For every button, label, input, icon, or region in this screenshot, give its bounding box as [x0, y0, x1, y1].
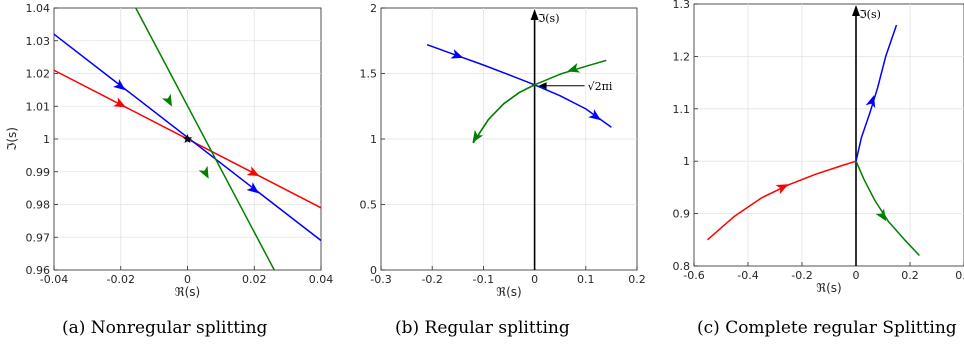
- y-tick-label: 1: [683, 155, 690, 168]
- y-tick-label: 1.3: [673, 0, 691, 11]
- x-tick-label: 0: [184, 273, 191, 286]
- x-tick-label: 0.2: [901, 269, 919, 282]
- y-tick-label: 1.01: [26, 100, 51, 113]
- y-tick-label: 0.97: [26, 231, 51, 244]
- y-tick-label: 0.5: [360, 199, 378, 212]
- annotation-label: √2πi: [588, 80, 613, 93]
- direction-arrowhead: [112, 78, 126, 91]
- x-axis-label: ℜ(s): [175, 285, 200, 299]
- direction-arrowhead: [472, 129, 484, 143]
- subplot-c: -0.6 -0.4 -0.2 0 0.2 0.4 0.8 0.9 1 1.1 1.2 1.3 ℜ(s) ℑ…: [673, 0, 964, 295]
- subplot-a: -0.04 -0.02 0 0.02 0.04 0.96 0.97 0.98 0.99 1 1.01…: [5, 2, 334, 299]
- direction-arrowhead: [775, 184, 789, 194]
- y-tick-label: 0.99: [26, 166, 51, 179]
- y-tick-label: 0.98: [26, 199, 51, 212]
- x-tick-label: -0.02: [107, 273, 135, 286]
- imaginary-axis-label: ℑ(s): [859, 8, 881, 21]
- x-tick-label: -0.6: [683, 269, 704, 282]
- x-tick-label: -0.1: [473, 273, 494, 286]
- x-tick-label: -0.2: [791, 269, 812, 282]
- caption-c: (c) Complete regular Splitting: [697, 318, 957, 338]
- y-tick-label: 0.8: [673, 260, 691, 273]
- x-tick-label: 0.4: [955, 269, 964, 282]
- y-tick-label: 1.02: [26, 68, 51, 81]
- y-axis-label: ℑ(s): [5, 127, 19, 151]
- caption-b: (b) Regular splitting: [395, 318, 570, 338]
- direction-arrowhead: [198, 165, 209, 179]
- y-tick-label: 1.04: [26, 2, 51, 15]
- series-line: [855, 160, 920, 257]
- x-tick-label: -0.04: [40, 273, 68, 286]
- series-line: [472, 84, 535, 144]
- y-tick-label: 2: [370, 2, 377, 15]
- x-tick-label: -0.4: [737, 269, 758, 282]
- y-tick-label: 0.96: [26, 264, 51, 277]
- series-line: [707, 160, 857, 241]
- series-line: [135, 7, 275, 271]
- direction-arrowhead: [875, 208, 887, 222]
- x-tick-label: 0.2: [628, 273, 646, 286]
- y-tick-label: 1.5: [360, 68, 378, 81]
- direction-arrowhead: [113, 97, 127, 108]
- x-tick-label: 0: [853, 269, 860, 282]
- direction-arrowhead: [588, 109, 601, 121]
- imaginary-axis-arrowhead: [530, 9, 539, 20]
- x-axis-label: ℜ(s): [496, 285, 521, 299]
- y-tick-label: 1.03: [26, 35, 51, 48]
- imaginary-axis-label: ℑ(s): [538, 12, 560, 25]
- y-tick-label: 1.1: [673, 103, 691, 116]
- direction-arrowhead: [161, 93, 172, 107]
- x-tick-label: 0: [531, 273, 538, 286]
- x-axis-label: ℜ(s): [816, 281, 841, 295]
- annotation-arrowhead: [538, 82, 547, 90]
- x-tick-label: 0.04: [309, 273, 334, 286]
- x-tick-label: 0.02: [242, 273, 267, 286]
- y-tick-label: 1: [43, 133, 50, 146]
- direction-arrowhead: [246, 166, 260, 177]
- x-tick-label: -0.2: [421, 273, 442, 286]
- y-tick-label: 0: [370, 264, 377, 277]
- y-tick-label: 1: [370, 133, 377, 146]
- direction-arrowhead: [450, 49, 464, 59]
- caption-a: (a) Nonregular splitting: [62, 318, 268, 338]
- star-marker: [182, 134, 193, 144]
- y-tick-label: 1.2: [673, 50, 691, 63]
- direction-arrowhead: [865, 95, 876, 109]
- subplot-b: -0.3 -0.2 -0.1 0 0.1 0.2 0 0.5 1 1.5 2 ℜ(s) ℑ(s) √2πi: [360, 2, 646, 299]
- direction-arrowhead: [246, 182, 259, 194]
- x-tick-label: -0.3: [370, 273, 391, 286]
- direction-arrowhead: [567, 63, 581, 73]
- x-tick-label: 0.1: [577, 273, 595, 286]
- imaginary-axis-arrowhead: [852, 5, 860, 16]
- y-tick-label: 0.9: [673, 208, 691, 221]
- plot-frame: [693, 3, 964, 267]
